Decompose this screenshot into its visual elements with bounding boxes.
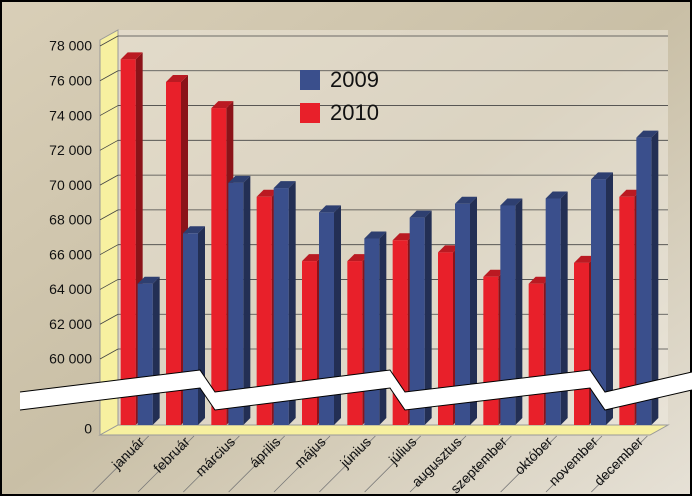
y-tick-label: 0 [84,421,92,437]
bar [364,238,379,425]
y-tick-label: 60 000 [49,351,92,367]
y-tick-label: 66 000 [49,246,92,262]
y-tick-label: 72 000 [49,142,92,158]
y-tick-label: 62 000 [49,316,92,332]
y-tick-label: 78 000 [49,38,92,54]
bar-side [153,277,160,425]
bar [483,277,498,425]
y-tick-label: 74 000 [49,107,92,123]
bar-side [198,226,205,425]
y-tick-label: 76 000 [49,72,92,88]
y-tick-label: 64 000 [49,281,92,297]
side-wall [100,30,118,435]
chart: 0 60 000 62 000 64 000 66 000 68 000 70 000 72 … [0,0,692,496]
legend-swatch [300,70,320,90]
bar [211,108,226,425]
bar [529,284,544,425]
bar [183,233,198,425]
bar-side [379,231,386,425]
y-tick-label: 70 000 [49,177,92,193]
floor [100,425,668,435]
y-tick-label: 68 000 [49,212,92,228]
bar [302,261,317,425]
legend-label: 2010 [330,100,379,125]
legend-swatch [300,103,320,123]
bar [138,284,153,425]
bar [347,261,362,425]
bar [574,263,589,425]
bar [121,59,136,425]
legend-label: 2009 [330,67,379,92]
bar-side [606,172,613,425]
